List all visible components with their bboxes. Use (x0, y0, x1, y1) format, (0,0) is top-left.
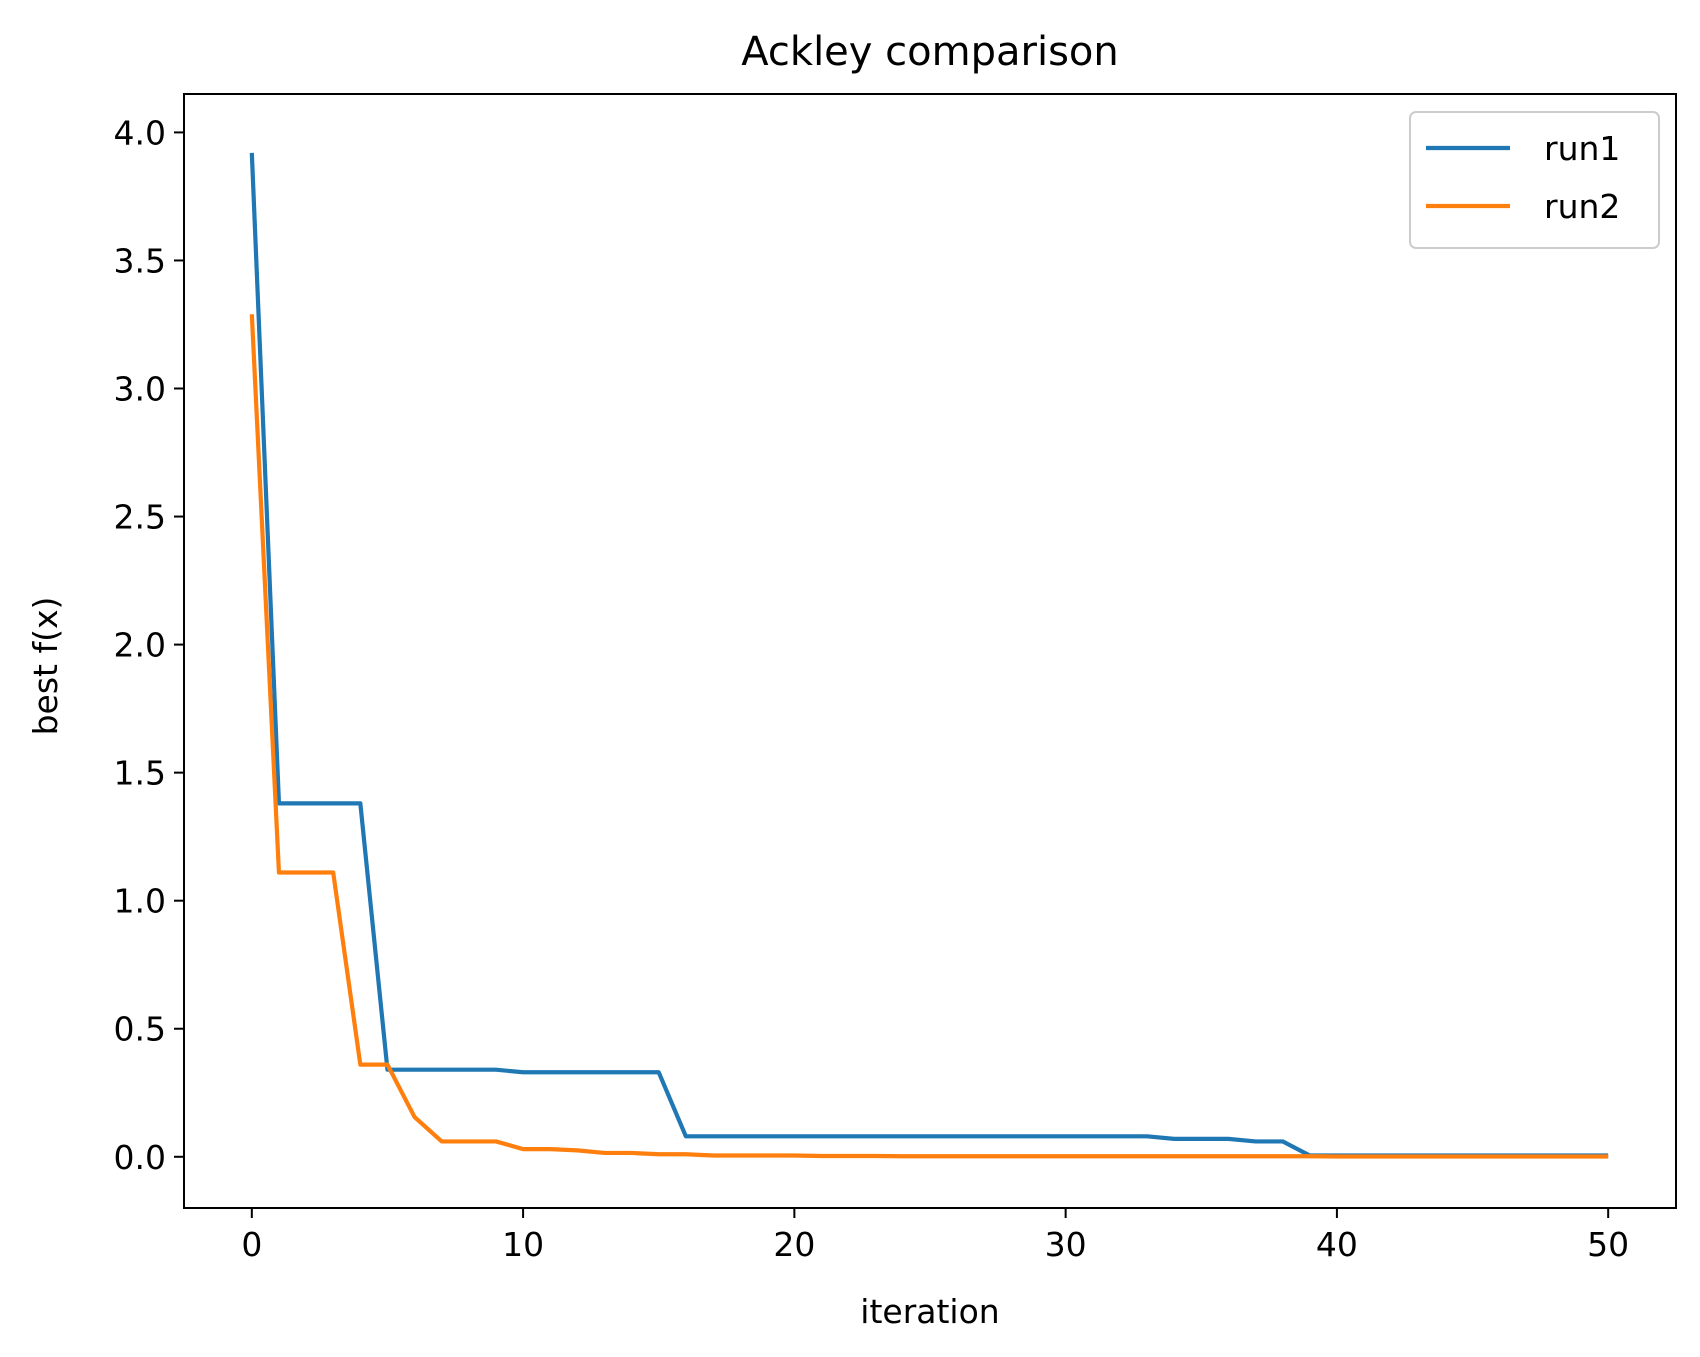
y-tick-label: 4.0 (114, 113, 166, 152)
legend-box (1409, 111, 1660, 249)
x-axis-label: iteration (860, 1292, 999, 1331)
y-tick-label: 1.0 (114, 882, 166, 921)
series-line-run2 (249, 314, 1609, 1159)
y-tick-label: 2.0 (114, 626, 166, 665)
legend-label-run1: run1 (1544, 129, 1620, 168)
y-tick-label: 3.0 (114, 370, 166, 409)
y-tick-label: 0.0 (114, 1138, 166, 1177)
plot-frame (183, 93, 1677, 1209)
y-tick-label: 2.5 (114, 498, 166, 537)
x-tick-label: 10 (502, 1225, 544, 1264)
legend-label-run2: run2 (1544, 187, 1620, 226)
x-tick-label: 50 (1587, 1225, 1629, 1264)
y-tick-label: 0.5 (114, 1010, 166, 1049)
y-tick-label: 3.5 (114, 241, 166, 280)
x-tick-label: 20 (773, 1225, 815, 1264)
y-tick-label: 1.5 (114, 754, 166, 793)
x-tick-label: 30 (1045, 1225, 1087, 1264)
x-tick-label: 40 (1316, 1225, 1358, 1264)
y-axis-label: best f(x) (26, 597, 65, 736)
chart-title: Ackley comparison (741, 29, 1118, 75)
x-tick-label: 0 (241, 1225, 262, 1264)
plot-area: 0 10 20 30 40 50 0.0 0.5 1.0 1.5 2.0 2.5 3.0 3.5 4.0 ru… (114, 93, 1677, 1264)
